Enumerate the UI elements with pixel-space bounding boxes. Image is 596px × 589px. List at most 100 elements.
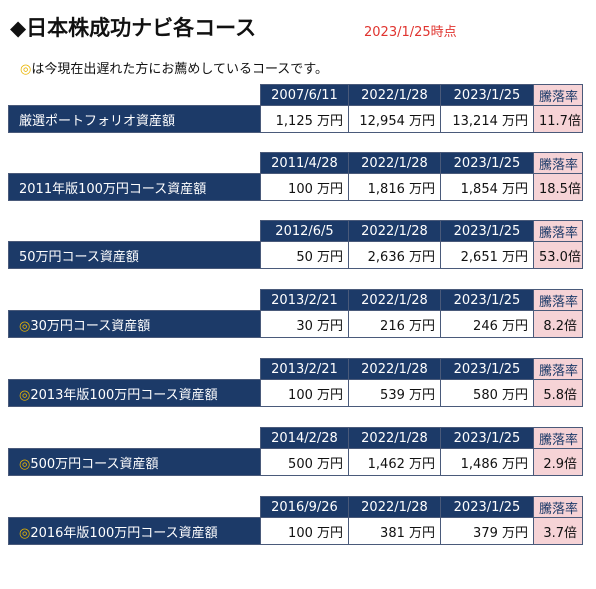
- header-blank-cell: [8, 152, 261, 174]
- course-row: ◎500万円コース資産額 500 万円 1,462 万円 1,486 万円 2.9倍: [8, 448, 583, 476]
- rate-header-cell: 騰落率: [533, 84, 583, 106]
- date-header-cell: 2022/1/28: [348, 220, 441, 242]
- rate-value-cell: 53.0倍: [533, 241, 583, 269]
- rate-header-cell: 騰落率: [533, 358, 583, 380]
- date-header-row: 2013/2/21 2022/1/28 2023/1/25 騰落率: [8, 289, 583, 311]
- rate-value-cell: 2.9倍: [533, 448, 583, 476]
- date-header-cell: 2023/1/25: [440, 427, 534, 449]
- date-header-cell: 2022/1/28: [348, 496, 441, 518]
- asset-value-cell: 580 万円: [440, 379, 534, 407]
- rate-header-cell: 騰落率: [533, 427, 583, 449]
- asset-value-cell: 1,125 万円: [260, 105, 349, 133]
- date-header-cell: 2023/1/25: [440, 84, 534, 106]
- asset-value-cell: 2,636 万円: [348, 241, 441, 269]
- asset-value-cell: 13,214 万円: [440, 105, 534, 133]
- date-header-cell: 2023/1/25: [440, 152, 534, 174]
- header-blank-cell: [8, 496, 261, 518]
- course-label: 2013年版100万円コース資産額: [30, 387, 218, 403]
- asset-value-cell: 30 万円: [260, 310, 349, 338]
- date-header-row: 2012/6/5 2022/1/28 2023/1/25 騰落率: [8, 220, 583, 242]
- recommendation-note: ◎は今現在出遅れた方にお薦めしているコースです。: [20, 58, 328, 77]
- header-blank-cell: [8, 84, 261, 106]
- date-header-cell: 2023/1/25: [440, 220, 534, 242]
- rate-header-cell: 騰落率: [533, 220, 583, 242]
- course-label: 30万円コース資産額: [30, 318, 151, 334]
- course-label-cell: 2011年版100万円コース資産額: [8, 173, 261, 201]
- rate-header-cell: 騰落率: [533, 496, 583, 518]
- date-header-row: 2011/4/28 2022/1/28 2023/1/25 騰落率: [8, 152, 583, 174]
- recommend-mark-icon: ◎: [19, 387, 31, 403]
- course-label: 50万円コース資産額: [19, 249, 139, 265]
- rate-value-cell: 8.2倍: [533, 310, 583, 338]
- date-header-cell: 2012/6/5: [260, 220, 349, 242]
- asset-value-cell: 100 万円: [260, 379, 349, 407]
- date-header-cell: 2022/1/28: [348, 152, 441, 174]
- date-header-cell: 2011/4/28: [260, 152, 349, 174]
- course-table: 2012/6/5 2022/1/28 2023/1/25 騰落率 50万円コース資産額 5…: [8, 220, 583, 269]
- asset-value-cell: 500 万円: [260, 448, 349, 476]
- recommend-mark-icon: ◎: [19, 456, 31, 472]
- rate-value-cell: 3.7倍: [533, 517, 583, 545]
- course-row: 厳選ポートフォリオ資産額 1,125 万円 12,954 万円 13,214 万円 11…: [8, 105, 583, 133]
- date-header-cell: 2007/6/11: [260, 84, 349, 106]
- asset-value-cell: 1,486 万円: [440, 448, 534, 476]
- course-label: 500万円コース資産額: [30, 456, 159, 472]
- course-table: 2016/9/26 2022/1/28 2023/1/25 騰落率 ◎2016年版100…: [8, 496, 583, 545]
- date-header-cell: 2023/1/25: [440, 358, 534, 380]
- course-label: 2011年版100万円コース資産額: [19, 181, 207, 197]
- rate-header-cell: 騰落率: [533, 152, 583, 174]
- date-header-row: 2014/2/28 2022/1/28 2023/1/25 騰落率: [8, 427, 583, 449]
- date-header-cell: 2022/1/28: [348, 358, 441, 380]
- as-of-date: 2023/1/25時点: [364, 25, 457, 40]
- course-label-cell: ◎2016年版100万円コース資産額: [8, 517, 261, 545]
- date-header-row: 2013/2/21 2022/1/28 2023/1/25 騰落率: [8, 358, 583, 380]
- course-label-cell: ◎500万円コース資産額: [8, 448, 261, 476]
- rate-value-cell: 5.8倍: [533, 379, 583, 407]
- asset-value-cell: 1,462 万円: [348, 448, 441, 476]
- course-label-cell: 50万円コース資産額: [8, 241, 261, 269]
- course-row: 2011年版100万円コース資産額 100 万円 1,816 万円 1,854 万円 1…: [8, 173, 583, 201]
- header-blank-cell: [8, 220, 261, 242]
- asset-value-cell: 12,954 万円: [348, 105, 441, 133]
- date-header-cell: 2022/1/28: [348, 427, 441, 449]
- page-title: ◆日本株成功ナビ各コース: [10, 16, 257, 40]
- date-header-row: 2007/6/11 2022/1/28 2023/1/25 騰落率: [8, 84, 583, 106]
- date-header-row: 2016/9/26 2022/1/28 2023/1/25 騰落率: [8, 496, 583, 518]
- header-blank-cell: [8, 427, 261, 449]
- course-label: 厳選ポートフォリオ資産額: [19, 113, 176, 129]
- header-blank-cell: [8, 358, 261, 380]
- date-header-cell: 2023/1/25: [440, 289, 534, 311]
- asset-value-cell: 379 万円: [440, 517, 534, 545]
- asset-value-cell: 381 万円: [348, 517, 441, 545]
- recommend-mark-icon: ◎: [20, 62, 32, 77]
- asset-value-cell: 1,854 万円: [440, 173, 534, 201]
- date-header-cell: 2016/9/26: [260, 496, 349, 518]
- recommend-mark-icon: ◎: [19, 318, 31, 334]
- date-header-cell: 2013/2/21: [260, 289, 349, 311]
- course-row: ◎2016年版100万円コース資産額 100 万円 381 万円 379 万円 3.7倍: [8, 517, 583, 545]
- header-blank-cell: [8, 289, 261, 311]
- course-row: ◎2013年版100万円コース資産額 100 万円 539 万円 580 万円 5.8倍: [8, 379, 583, 407]
- rate-header-cell: 騰落率: [533, 289, 583, 311]
- date-header-cell: 2022/1/28: [348, 84, 441, 106]
- rate-value-cell: 11.7倍: [533, 105, 583, 133]
- recommend-mark-icon: ◎: [19, 525, 31, 541]
- asset-value-cell: 100 万円: [260, 517, 349, 545]
- course-label-cell: 厳選ポートフォリオ資産額: [8, 105, 261, 133]
- course-table: 2014/2/28 2022/1/28 2023/1/25 騰落率 ◎500万円コース資…: [8, 427, 583, 476]
- asset-value-cell: 100 万円: [260, 173, 349, 201]
- asset-value-cell: 246 万円: [440, 310, 534, 338]
- date-header-cell: 2023/1/25: [440, 496, 534, 518]
- rate-value-cell: 18.5倍: [533, 173, 583, 201]
- course-table: 2007/6/11 2022/1/28 2023/1/25 騰落率 厳選ポートフォリオ資…: [8, 84, 583, 133]
- course-row: 50万円コース資産額 50 万円 2,636 万円 2,651 万円 53.0倍: [8, 241, 583, 269]
- course-label: 2016年版100万円コース資産額: [30, 525, 218, 541]
- course-table: 2013/2/21 2022/1/28 2023/1/25 騰落率 ◎30万円コース資産…: [8, 289, 583, 338]
- course-label-cell: ◎2013年版100万円コース資産額: [8, 379, 261, 407]
- asset-value-cell: 1,816 万円: [348, 173, 441, 201]
- asset-value-cell: 50 万円: [260, 241, 349, 269]
- course-table: 2011/4/28 2022/1/28 2023/1/25 騰落率 2011年版100万…: [8, 152, 583, 201]
- course-row: ◎30万円コース資産額 30 万円 216 万円 246 万円 8.2倍: [8, 310, 583, 338]
- note-text: は今現在出遅れた方にお薦めしているコースです。: [31, 62, 329, 77]
- asset-value-cell: 2,651 万円: [440, 241, 534, 269]
